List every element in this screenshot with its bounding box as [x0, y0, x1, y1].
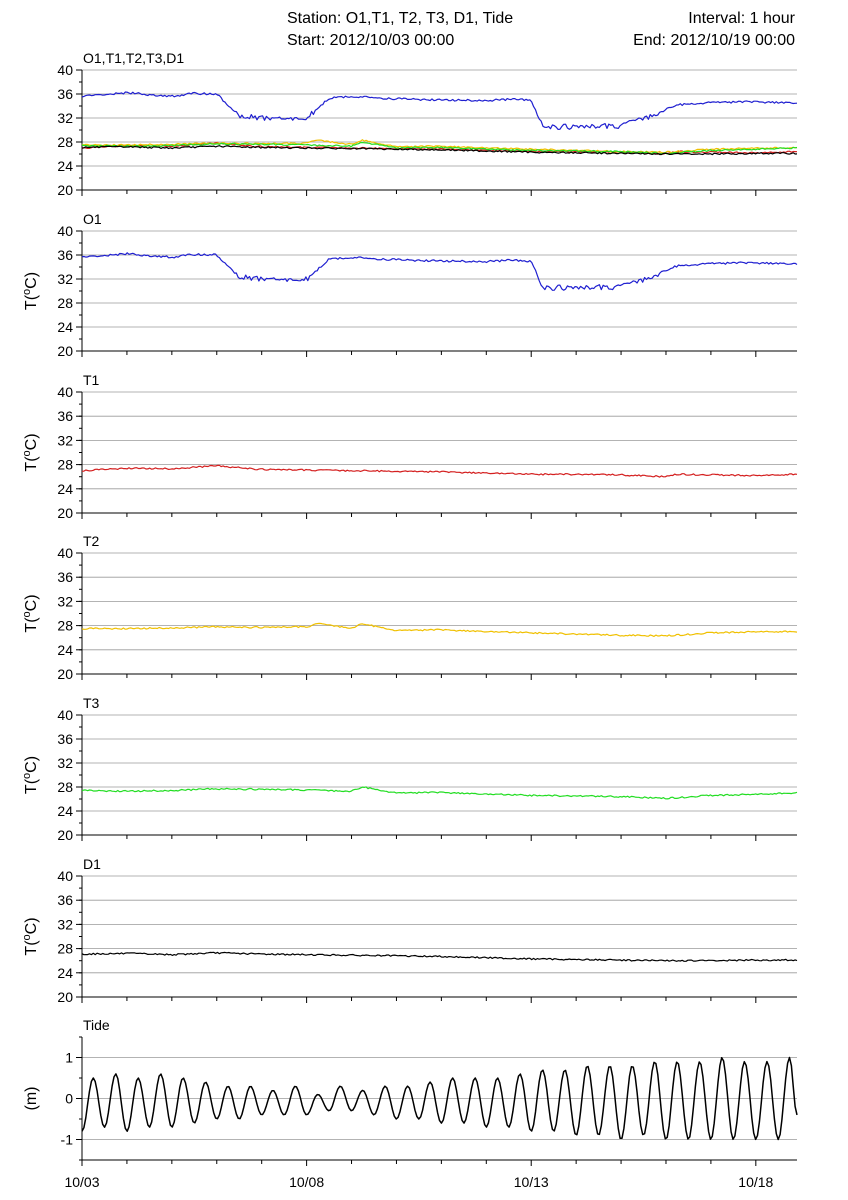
panel-6: 20 24 28 32 36 40 D1 T(oC)	[21, 856, 798, 1005]
y-tick-label: 36	[57, 892, 73, 908]
series-line-tide	[81, 1056, 798, 1141]
series-line-t2	[81, 139, 798, 154]
y-axis-label: T(oC)	[21, 272, 40, 310]
y-tick-label: 40	[57, 707, 73, 723]
y-tick-label: 32	[57, 916, 73, 932]
y-tick-label: 20	[57, 182, 73, 198]
y-tick-label: -1	[61, 1132, 74, 1148]
y-tick-label: 32	[57, 271, 73, 287]
panel-title: D1	[83, 856, 101, 872]
y-tick-label: 28	[57, 134, 73, 150]
y-axis-label: T(oC)	[21, 917, 40, 955]
y-tick-label: 32	[57, 110, 73, 126]
y-tick-label: 20	[57, 343, 73, 359]
panel-3: 20 24 28 32 36 40 T1 T(oC)	[21, 372, 798, 521]
y-tick-label: 36	[57, 731, 73, 747]
y-tick-label: 40	[57, 545, 73, 561]
panel-title: Tide	[83, 1017, 110, 1033]
y-tick-label: 20	[57, 827, 73, 843]
y-tick-label: 40	[57, 62, 73, 78]
y-tick-label: 36	[57, 569, 73, 585]
y-tick-label: 28	[57, 779, 73, 795]
y-axis-label: T(oC)	[21, 594, 40, 632]
header-start: Start: 2012/10/03 00:00	[287, 32, 454, 49]
panel-4: 20 24 28 32 36 40 T2 T(oC)	[21, 533, 798, 682]
y-axis-label: (m)	[23, 1087, 40, 1111]
y-tick-label: 20	[57, 666, 73, 682]
y-tick-label: 28	[57, 941, 73, 957]
x-tick-label: 10/08	[289, 1174, 324, 1190]
series-line-d1	[81, 145, 798, 156]
header-end: End: 2012/10/19 00:00	[633, 32, 795, 49]
y-tick-label: 24	[57, 319, 73, 335]
y-tick-label: 32	[57, 432, 73, 448]
y-tick-label: 40	[57, 868, 73, 884]
y-tick-label: 36	[57, 247, 73, 263]
header-interval: Interval: 1 hour	[688, 10, 795, 27]
y-axis-label: T(oC)	[21, 433, 40, 471]
y-tick-label: 20	[57, 989, 73, 1005]
panel-7: -1 0 1 Tide (m) 10/03 10/08 10/13 10/18	[23, 1017, 798, 1190]
panel-5: 20 24 28 32 36 40 T3 T(oC)	[21, 695, 798, 843]
y-axis-label: T(oC)	[21, 756, 40, 794]
y-tick-label: 32	[57, 593, 73, 609]
panel-title: O1	[83, 211, 102, 227]
y-tick-label: 32	[57, 755, 73, 771]
panel-title: T3	[83, 695, 100, 711]
y-tick-label: 36	[57, 86, 73, 102]
y-tick-label: 24	[57, 803, 73, 819]
y-tick-label: 24	[57, 965, 73, 981]
x-tick-label: 10/18	[738, 1174, 773, 1190]
panels: 20 24 28 32 36 40 O1,T1,T2,T3,D1 20 24 28 32 36 40 O1…	[21, 50, 798, 1190]
panel-2: 20 24 28 32 36 40 O1 T(oC)	[21, 211, 798, 359]
panel-1: 20 24 28 32 36 40 O1,T1,T2,T3,D1	[57, 50, 798, 198]
y-tick-label: 40	[57, 223, 73, 239]
x-tick-label: 10/13	[514, 1174, 549, 1190]
y-tick-label: 24	[57, 158, 73, 174]
panel-title: T2	[83, 533, 100, 549]
panel-title: T1	[83, 372, 100, 388]
y-tick-label: 24	[57, 642, 73, 658]
series-line-d1	[81, 951, 798, 962]
panel-title: O1,T1,T2,T3,D1	[83, 50, 184, 66]
y-tick-label: 36	[57, 408, 73, 424]
y-tick-label: 0	[65, 1091, 73, 1107]
y-tick-label: 28	[57, 457, 73, 473]
y-tick-label: 40	[57, 384, 73, 400]
series-line-o1	[81, 91, 798, 130]
series-line-o1	[81, 252, 798, 291]
series-line-t2	[81, 622, 798, 638]
y-tick-label: 20	[57, 505, 73, 521]
series-line-t3	[81, 786, 798, 800]
y-tick-label: 24	[57, 481, 73, 497]
x-tick-label: 10/03	[64, 1174, 99, 1190]
series-line-t1	[81, 464, 798, 478]
y-tick-label: 28	[57, 295, 73, 311]
y-tick-label: 28	[57, 618, 73, 634]
header-station: Station: O1,T1, T2, T3, D1, Tide	[287, 10, 513, 27]
y-tick-label: 1	[65, 1050, 73, 1066]
